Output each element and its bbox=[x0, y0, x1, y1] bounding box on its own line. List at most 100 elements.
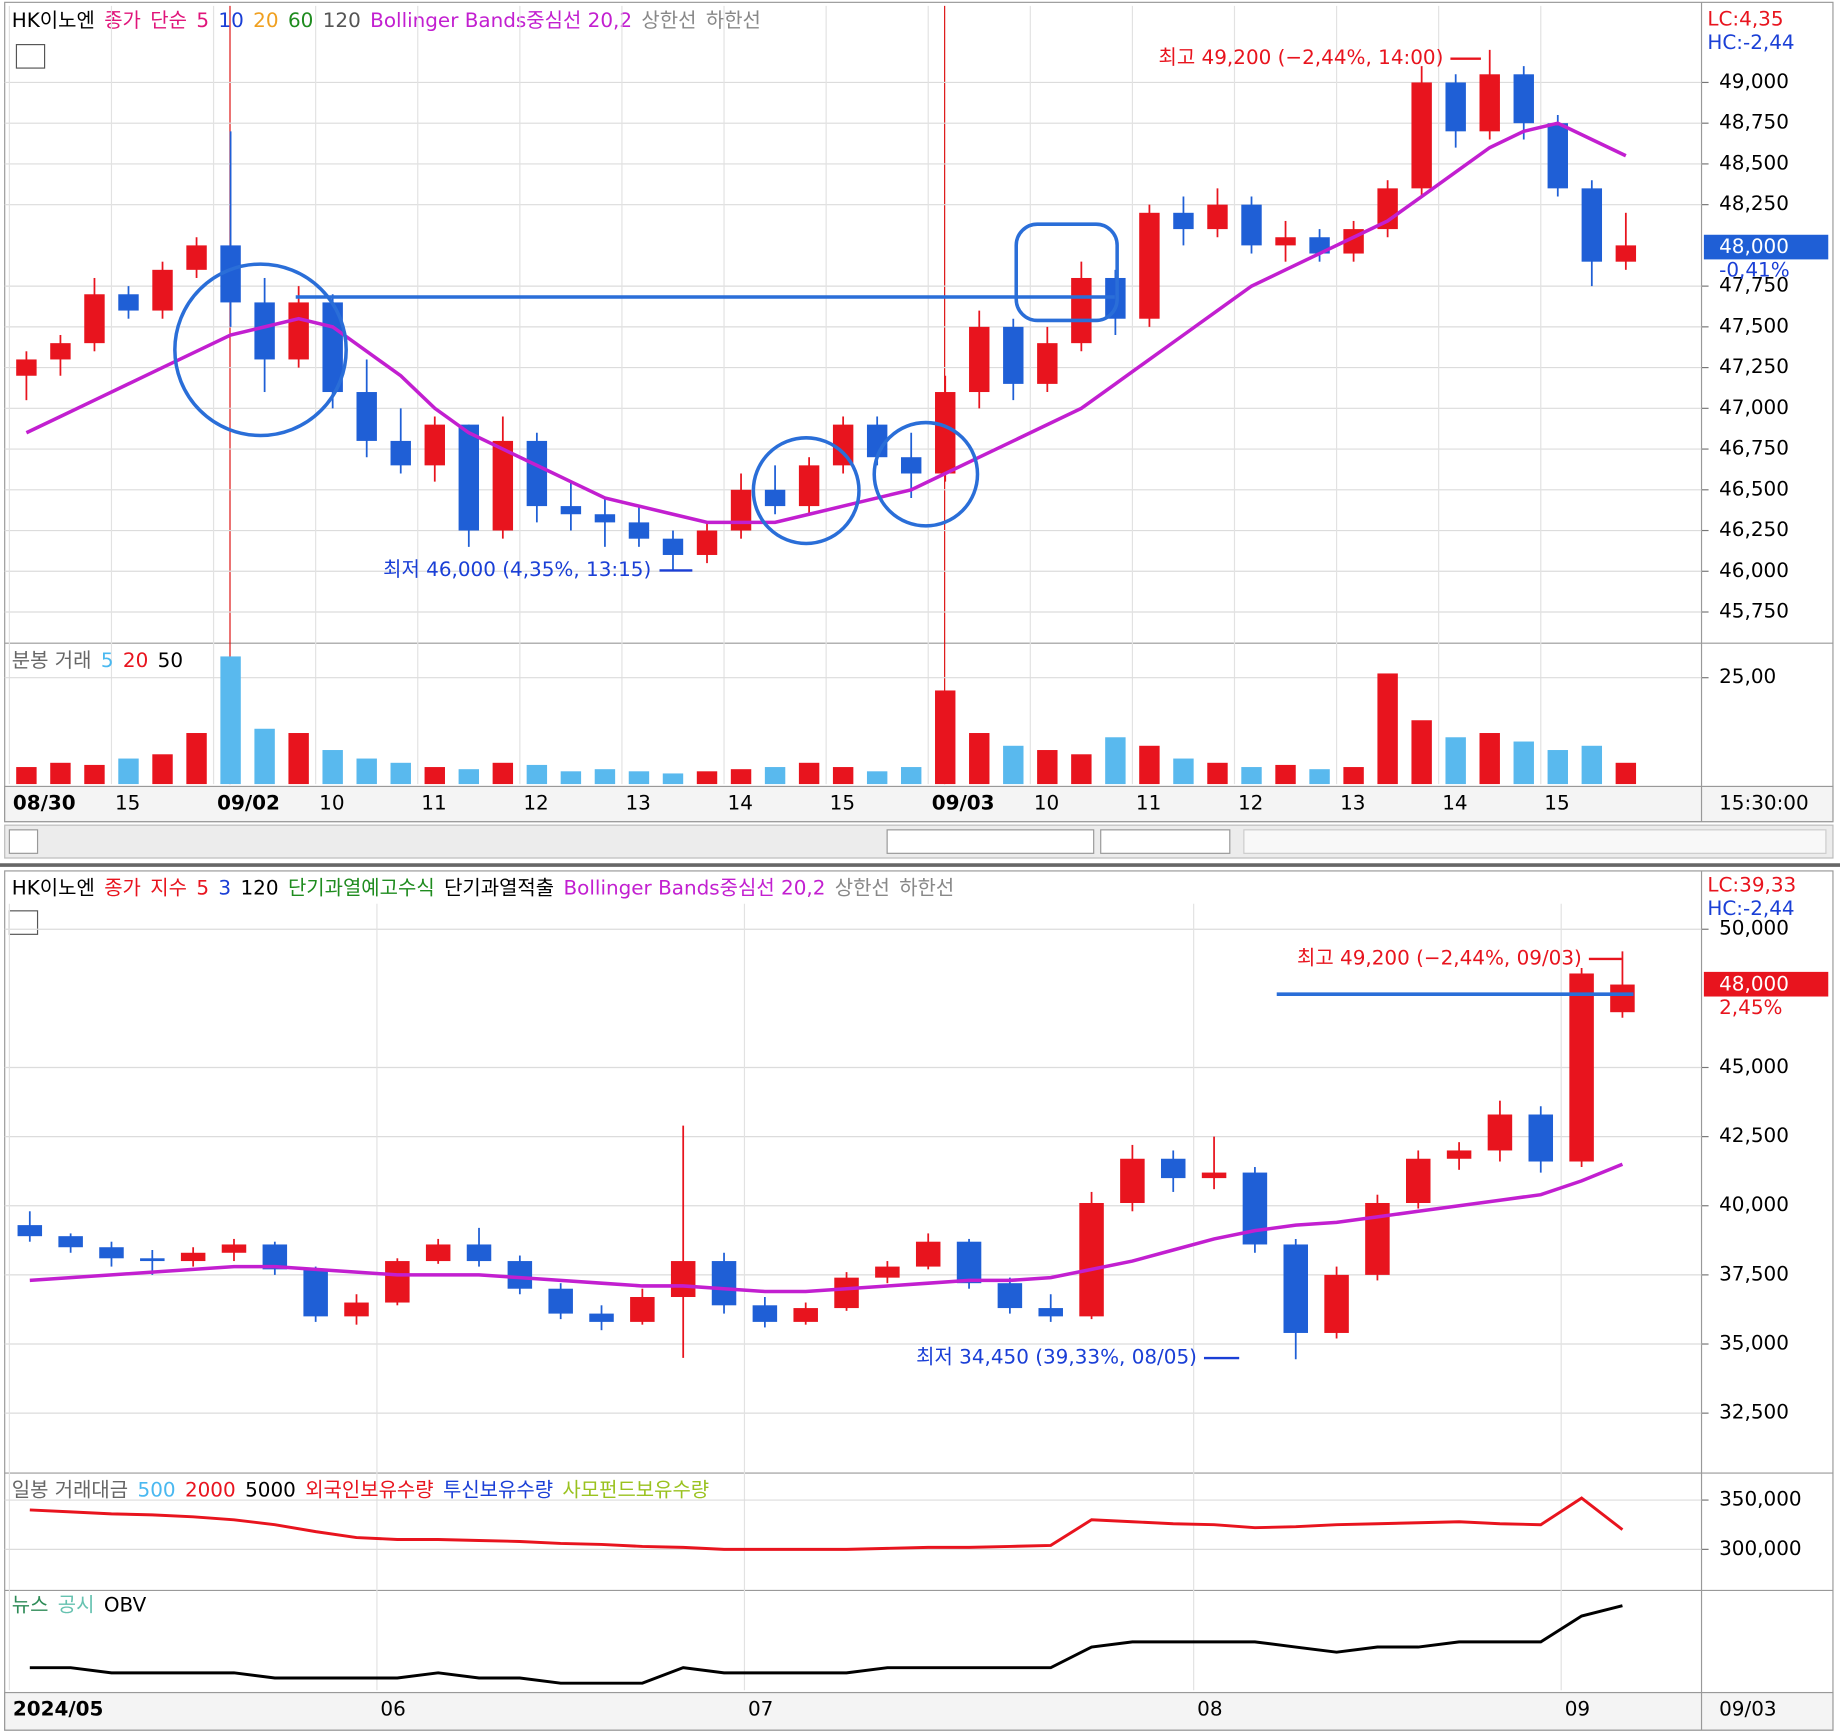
legend-item: Bollinger Bands중심선 20,2 bbox=[370, 8, 632, 32]
candle-body bbox=[628, 522, 650, 539]
bollinger-mid-line bbox=[29, 1162, 1624, 1294]
legend-item: 지수 bbox=[150, 875, 187, 899]
volume-bar bbox=[1411, 720, 1432, 785]
y-tick-label: 50,000 bbox=[1719, 916, 1789, 940]
legend-item: HK이노엔 bbox=[12, 875, 95, 899]
legend-item: 60 bbox=[288, 8, 313, 32]
candle-body bbox=[1037, 343, 1058, 384]
y-tick-label: 45,000 bbox=[1719, 1054, 1789, 1078]
candle-body bbox=[140, 1258, 165, 1262]
candle-body bbox=[915, 1241, 941, 1267]
x-tick-label: 2024/05 bbox=[13, 1697, 104, 1721]
volume-bar bbox=[1615, 762, 1637, 785]
y-tick-label: 25,00 bbox=[1719, 664, 1776, 688]
y-tick-label: 48,250 bbox=[1719, 191, 1789, 215]
table-icon[interactable] bbox=[15, 44, 46, 69]
volume-bar bbox=[118, 758, 139, 785]
candle-body bbox=[507, 1261, 533, 1289]
y-tick-label: 48,750 bbox=[1719, 110, 1789, 134]
volume-bar bbox=[458, 769, 480, 785]
y-tick-label: 300,000 bbox=[1719, 1536, 1801, 1560]
legend-item: OBV bbox=[104, 1592, 147, 1616]
scroll-track[interactable] bbox=[886, 829, 1095, 854]
user-circle bbox=[751, 436, 861, 546]
candle-body bbox=[1241, 204, 1262, 246]
legend: 뉴스 공시 OBV bbox=[12, 1592, 147, 1616]
x-tick-label: 12 bbox=[1238, 791, 1263, 815]
x-tick-label: 08/30 bbox=[13, 791, 76, 815]
candle-body bbox=[58, 1236, 83, 1248]
last-price: 48,000 bbox=[1719, 971, 1789, 995]
y-tick-label: 47,500 bbox=[1719, 313, 1789, 337]
candle-body bbox=[1275, 237, 1296, 246]
x-tick-label: 11 bbox=[421, 791, 446, 815]
volume-bar bbox=[1309, 769, 1330, 785]
volume-bar bbox=[424, 767, 445, 785]
volume-bar bbox=[288, 733, 309, 785]
volume-bar bbox=[390, 762, 411, 785]
legend-item: 5 bbox=[196, 8, 209, 32]
candle-body bbox=[526, 440, 548, 507]
tool-icons[interactable] bbox=[1243, 829, 1827, 854]
high-annotation: 최고 49,200 (−2,44%, 14:00) bbox=[1159, 45, 1444, 69]
x-tick-label: 10 bbox=[319, 791, 344, 815]
x-tick-label: 15 bbox=[115, 791, 140, 815]
x-tick-label: 12 bbox=[523, 791, 548, 815]
candle-body bbox=[1615, 245, 1637, 262]
high-annotation: 최고 49,200 (−2,44%, 09/03) bbox=[1297, 945, 1582, 969]
playback-buttons[interactable] bbox=[1100, 829, 1231, 854]
user-circle bbox=[872, 420, 980, 528]
candle-body bbox=[1487, 1114, 1513, 1151]
candle-body bbox=[186, 245, 207, 270]
volume-bar bbox=[560, 771, 582, 785]
low-annotation: 최저 34,450 (39,33%, 08/05) bbox=[916, 1345, 1197, 1369]
candle-body bbox=[594, 514, 616, 523]
candle-body bbox=[118, 294, 139, 311]
candle-body bbox=[303, 1269, 328, 1317]
volume-bar bbox=[356, 758, 377, 785]
user-box bbox=[1014, 222, 1119, 323]
legend-item: 상한선 bbox=[835, 875, 890, 899]
volume-bar bbox=[84, 764, 105, 785]
volume-bar bbox=[492, 762, 514, 785]
candle-body bbox=[390, 440, 411, 466]
candle-body bbox=[1513, 74, 1534, 124]
volume-bar bbox=[254, 728, 275, 785]
candle-body bbox=[17, 1225, 43, 1237]
candle-body bbox=[254, 302, 275, 360]
candle-body bbox=[560, 506, 582, 515]
x-tick-label: 08 bbox=[1197, 1697, 1222, 1721]
x-tick-label: 13 bbox=[1340, 791, 1365, 815]
legend-item: 3 bbox=[218, 875, 231, 899]
legend: HK이노엔 종가 단순 5 10 20 60 120 Bollinger Bands중심선 20… bbox=[12, 8, 761, 32]
volume-bar bbox=[935, 690, 956, 785]
x-tick-label: 15 bbox=[1544, 791, 1569, 815]
candle-body bbox=[221, 1244, 247, 1253]
legend-item: 20 bbox=[123, 647, 148, 671]
legend-item: 사모펀드보유수량 bbox=[562, 1477, 709, 1501]
legend-item: 단기과열적출 bbox=[444, 875, 554, 899]
legend-item: 일봉 거래대금 bbox=[12, 1477, 128, 1501]
legend-item: 외국인보유수량 bbox=[305, 1477, 433, 1501]
table-icon[interactable] bbox=[8, 910, 39, 935]
lc-label: LC:4,35 bbox=[1707, 6, 1783, 30]
legend-item: 분봉 거래 bbox=[12, 647, 92, 671]
candle-body bbox=[1071, 277, 1092, 344]
candle-body bbox=[711, 1261, 737, 1306]
volume-bar bbox=[798, 762, 820, 785]
x-tick-label: 09 bbox=[1565, 1697, 1590, 1721]
legend-item: 단기과열예고수식 bbox=[288, 875, 435, 899]
scroll-left[interactable] bbox=[8, 829, 39, 854]
candle-body bbox=[764, 489, 786, 507]
candle-body bbox=[630, 1297, 655, 1322]
legend: HK이노엔 종가 지수 5 3 120 단기과열예고수식 단기과열적출 Bollinger Ba… bbox=[12, 875, 954, 899]
legend-item: 상한선 bbox=[641, 8, 696, 32]
candle-body bbox=[288, 302, 309, 360]
legend-item: 뉴스 bbox=[12, 1592, 49, 1616]
candle-body bbox=[1079, 1202, 1104, 1317]
x-tick-label: 07 bbox=[748, 1697, 773, 1721]
candle-body bbox=[84, 294, 105, 344]
candle-body bbox=[1581, 188, 1603, 262]
candle-body bbox=[1411, 82, 1432, 189]
x-tick-label: 14 bbox=[1442, 791, 1467, 815]
